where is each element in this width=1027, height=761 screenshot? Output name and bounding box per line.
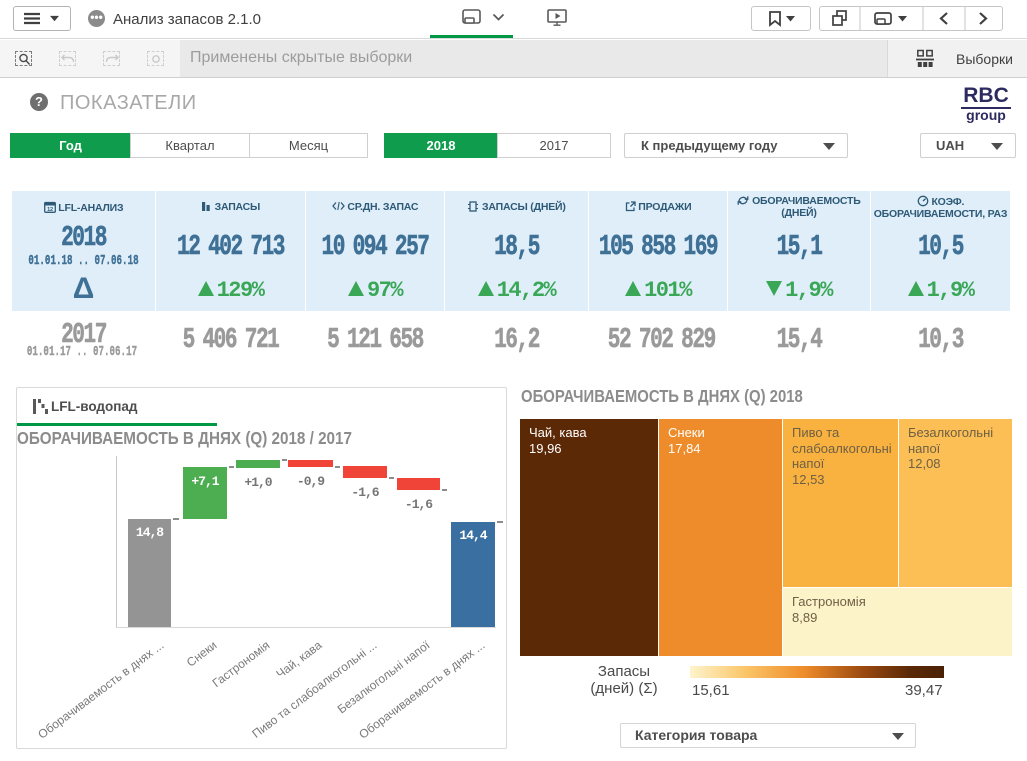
svg-text:12: 12 bbox=[47, 207, 53, 213]
